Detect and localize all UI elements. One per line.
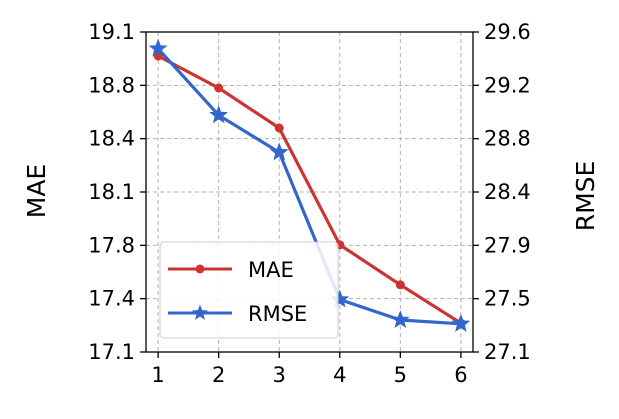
y-left-tick-label: 18.4 (88, 127, 135, 151)
y-left-tick-label: 17.4 (88, 287, 135, 311)
data-point-rmse (209, 105, 229, 124)
y-right-tick-label: 29.6 (484, 20, 531, 44)
legend-label-rmse: RMSE (248, 302, 307, 326)
data-point-mae (395, 280, 405, 290)
y-left-tick-label: 17.1 (88, 340, 135, 364)
y-axis-label-right: RMSE (571, 161, 600, 232)
y-right-tick-label: 27.9 (484, 233, 531, 257)
y-left-tick-label: 18.1 (88, 180, 135, 204)
plot-frame (145, 31, 474, 353)
series-line-rmse (156, 47, 461, 326)
axes (140, 31, 479, 358)
legend: MAE RMSE (159, 241, 339, 339)
series-layer (148, 38, 471, 332)
y-left-tick-label: 17.8 (88, 233, 135, 257)
x-tick-label: 4 (333, 363, 346, 387)
y-right-tick-label: 27.1 (484, 340, 531, 364)
x-tick-label: 3 (273, 363, 286, 387)
y-right-tick-label: 29.2 (484, 73, 531, 97)
legend-marker-rmse (191, 304, 209, 320)
series-line-mae (157, 54, 462, 325)
y-right-tick-label: 28.4 (484, 180, 531, 204)
data-point-rmse (390, 310, 410, 329)
legend-label-mae: MAE (248, 258, 294, 282)
x-tick-label: 1 (151, 363, 164, 387)
data-point-rmse (148, 38, 168, 57)
y-axis-label-left: MAE (22, 164, 51, 218)
x-tick-label: 5 (394, 363, 407, 387)
legend-marker-mae (195, 264, 205, 274)
y-right-tick-label: 27.5 (484, 287, 531, 311)
y-left-tick-label: 18.8 (88, 73, 135, 97)
data-point-rmse (269, 142, 289, 161)
y-left-tick-label: 19.1 (88, 20, 135, 44)
data-point-rmse (451, 313, 471, 332)
data-point-mae (214, 83, 224, 93)
data-point-mae (274, 123, 284, 133)
tick-labels: 1 2 3 4 5 6 19.1 29.6 18.8 29.2 18.4 28.8 18.1 28.4 17… (88, 20, 531, 387)
x-tick-label: 6 (454, 363, 467, 387)
x-tick-label: 2 (212, 363, 225, 387)
y-right-tick-label: 28.8 (484, 127, 531, 151)
